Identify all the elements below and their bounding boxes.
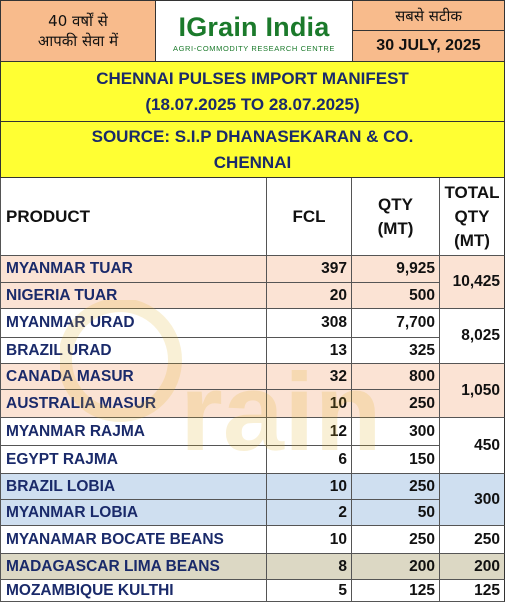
header-banner: 40 वर्षों से आपकी सेवा में IGrain India …: [0, 0, 505, 62]
qty-cell: 300: [352, 418, 440, 446]
fcl-cell: 10: [267, 526, 352, 554]
total-qty-cell: 450: [440, 418, 505, 474]
report-date: 30 JULY, 2025: [376, 37, 481, 54]
column-header-qty-line2: (MT): [377, 218, 414, 238]
fcl-cell: 5: [267, 580, 352, 602]
fcl-cell: 20: [267, 283, 352, 309]
logo-tagline: AGRI-COMMODITY RESEARCH CENTRE: [172, 43, 336, 53]
qty-cell: 150: [352, 446, 440, 474]
report-period: (18.07.2025 TO 28.07.2025): [145, 95, 360, 114]
fcl-cell: 397: [267, 256, 352, 283]
column-header-total-line2: QTY: [454, 206, 490, 226]
column-header-qty-line1: QTY: [378, 194, 413, 214]
fcl-cell: 32: [267, 364, 352, 390]
product-cell: NIGERIA TUAR: [0, 283, 267, 309]
service-tagline-line1: 40 वर्षों से: [48, 12, 108, 30]
total-qty-cell: 10,425: [440, 256, 505, 309]
import-manifest-table: PRODUCT FCL QTY (MT) TOTAL QTY (MT) MYAN…: [0, 178, 505, 602]
fcl-cell: 6: [267, 446, 352, 474]
fcl-cell: 8: [267, 554, 352, 580]
service-tagline: 40 वर्षों से आपकी सेवा में: [1, 1, 156, 61]
logo-name: IGrain India: [178, 12, 330, 42]
qty-cell: 250: [352, 390, 440, 418]
fcl-cell: 12: [267, 418, 352, 446]
column-header-qty: QTY (MT): [352, 178, 440, 256]
product-cell: CANADA MASUR: [0, 364, 267, 390]
product-cell: MYANMAR URAD: [0, 309, 267, 338]
product-cell: AUSTRALIA MASUR: [0, 390, 267, 418]
fcl-cell: 308: [267, 309, 352, 338]
header-right: सबसे सटीक 30 JULY, 2025: [353, 1, 504, 61]
report-source: SOURCE: S.I.P DHANASEKARAN & CO. CHENNAI: [0, 122, 505, 178]
total-qty-cell: 8,025: [440, 309, 505, 364]
qty-cell: 800: [352, 364, 440, 390]
total-qty-cell: 300: [440, 474, 505, 526]
product-cell: MYANMAR TUAR: [0, 256, 267, 283]
total-qty-cell: 1,050: [440, 364, 505, 418]
qty-cell: 9,925: [352, 256, 440, 283]
qty-cell: 325: [352, 338, 440, 364]
column-header-fcl-label: FCL: [292, 206, 326, 226]
qty-cell: 500: [352, 283, 440, 309]
qty-cell: 50: [352, 500, 440, 526]
qty-cell: 7,700: [352, 309, 440, 338]
column-header-total: TOTAL QTY (MT): [440, 178, 505, 256]
column-header-total-line1: TOTAL: [444, 182, 500, 202]
qty-cell: 200: [352, 554, 440, 580]
report-title: CHENNAI PULSES IMPORT MANIFEST (18.07.20…: [0, 62, 505, 122]
fcl-cell: 10: [267, 390, 352, 418]
product-cell: MADAGASCAR LIMA BEANS: [0, 554, 267, 580]
qty-cell: 250: [352, 474, 440, 500]
brand-logo: IGrain India AGRI-COMMODITY RESEARCH CEN…: [156, 1, 353, 61]
column-header-total-line3: (MT): [454, 230, 490, 250]
total-qty-cell: 125: [440, 580, 505, 602]
product-cell: MOZAMBIQUE KULTHI: [0, 580, 267, 602]
fcl-cell: 2: [267, 500, 352, 526]
product-cell: MYANMAR RAJMA: [0, 418, 267, 446]
product-cell: BRAZIL URAD: [0, 338, 267, 364]
qty-cell: 250: [352, 526, 440, 554]
column-header-product: PRODUCT: [0, 178, 267, 256]
report-title-line1: CHENNAI PULSES IMPORT MANIFEST: [96, 69, 409, 88]
total-qty-cell: 250: [440, 526, 505, 554]
column-header-product-label: PRODUCT: [6, 206, 91, 226]
fcl-cell: 13: [267, 338, 352, 364]
fcl-cell: 10: [267, 474, 352, 500]
qty-cell: 125: [352, 580, 440, 602]
report-source-line1: SOURCE: S.I.P DHANASEKARAN & CO.: [91, 127, 414, 146]
total-qty-cell: 200: [440, 554, 505, 580]
product-cell: MYANMAR LOBIA: [0, 500, 267, 526]
column-header-fcl: FCL: [267, 178, 352, 256]
report-source-line2: CHENNAI: [213, 153, 292, 172]
product-cell: BRAZIL LOBIA: [0, 474, 267, 500]
product-cell: EGYPT RAJMA: [0, 446, 267, 474]
accuracy-tagline: सबसे सटीक: [353, 1, 504, 31]
product-cell: MYANAMAR BOCATE BEANS: [0, 526, 267, 554]
service-tagline-line2: आपकी सेवा में: [37, 32, 119, 50]
